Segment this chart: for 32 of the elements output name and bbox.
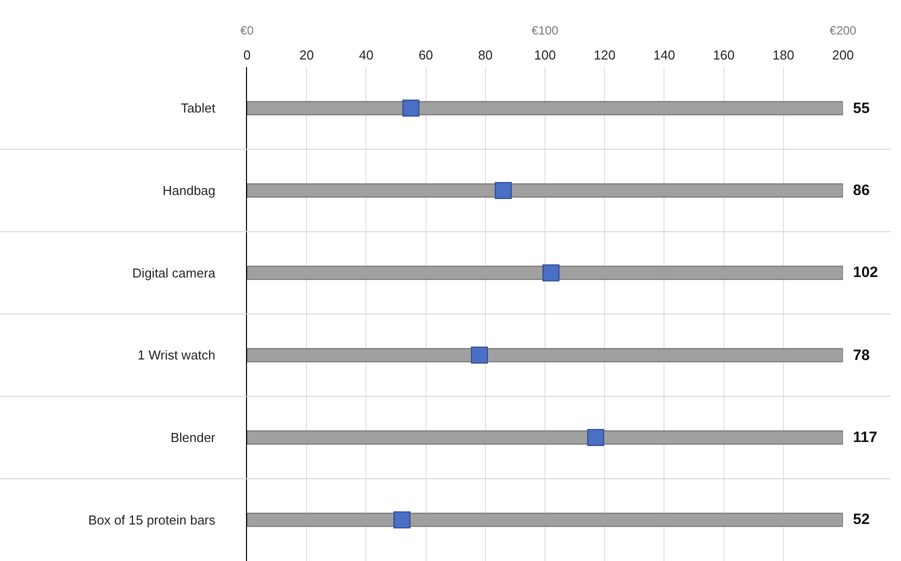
text: 102 <box>853 264 878 281</box>
x-tick-label: 60 <box>418 47 434 62</box>
x-tick-label: 100 <box>534 47 556 62</box>
x-tick-label: 120 <box>594 47 616 62</box>
y-tick-label: Blender <box>170 430 216 446</box>
point <box>393 511 410 528</box>
point <box>494 182 512 199</box>
point <box>470 346 488 364</box>
x-tick-label: 140 <box>653 47 676 62</box>
text: 86 <box>853 182 870 199</box>
point <box>587 429 604 446</box>
x2-tick-label: €100 <box>532 24 559 38</box>
x-tick-label: 40 <box>358 47 374 62</box>
x-tick-label: 80 <box>478 47 493 62</box>
x2-tick-label: €0 <box>240 24 254 38</box>
x-tick-label: 160 <box>712 47 735 62</box>
x-tick-label: 20 <box>299 47 314 62</box>
y-tick-label: Tablet <box>180 100 216 116</box>
y-tick-label: Digital camera <box>132 265 216 280</box>
text: 78 <box>853 347 870 364</box>
point <box>542 264 560 282</box>
y-tick-label: Handbag <box>162 183 216 198</box>
x-tick-label: 0 <box>243 47 251 62</box>
point <box>402 100 420 117</box>
text: 52 <box>853 511 870 528</box>
text: 55 <box>853 100 870 117</box>
x-tick-label: 200 <box>832 47 854 62</box>
y-tick-label: Box of 15 protein bars <box>88 512 216 528</box>
x-tick-label: 180 <box>772 47 794 62</box>
text: 117 <box>853 429 878 446</box>
y-tick-label: 1 Wrist watch <box>138 348 216 363</box>
x2-tick-label: €200 <box>830 24 857 38</box>
